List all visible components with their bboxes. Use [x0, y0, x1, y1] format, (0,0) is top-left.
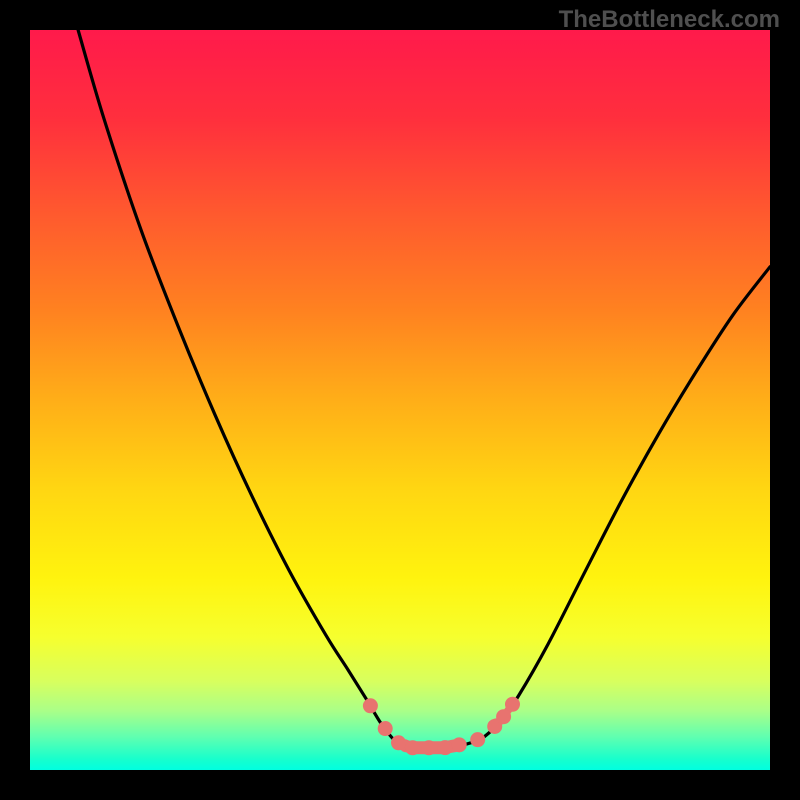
curve-marker — [378, 721, 393, 736]
curve-marker — [496, 709, 511, 724]
plot-background — [30, 30, 770, 770]
curve-marker — [363, 698, 378, 713]
curve-marker — [405, 740, 420, 755]
chart-svg — [0, 0, 800, 800]
curve-marker — [470, 732, 485, 747]
curve-marker — [421, 740, 436, 755]
curve-marker — [505, 697, 520, 712]
figure-root: TheBottleneck.com — [0, 0, 800, 800]
curve-marker — [391, 735, 406, 750]
curve-marker — [452, 737, 467, 752]
curve-marker — [438, 740, 453, 755]
